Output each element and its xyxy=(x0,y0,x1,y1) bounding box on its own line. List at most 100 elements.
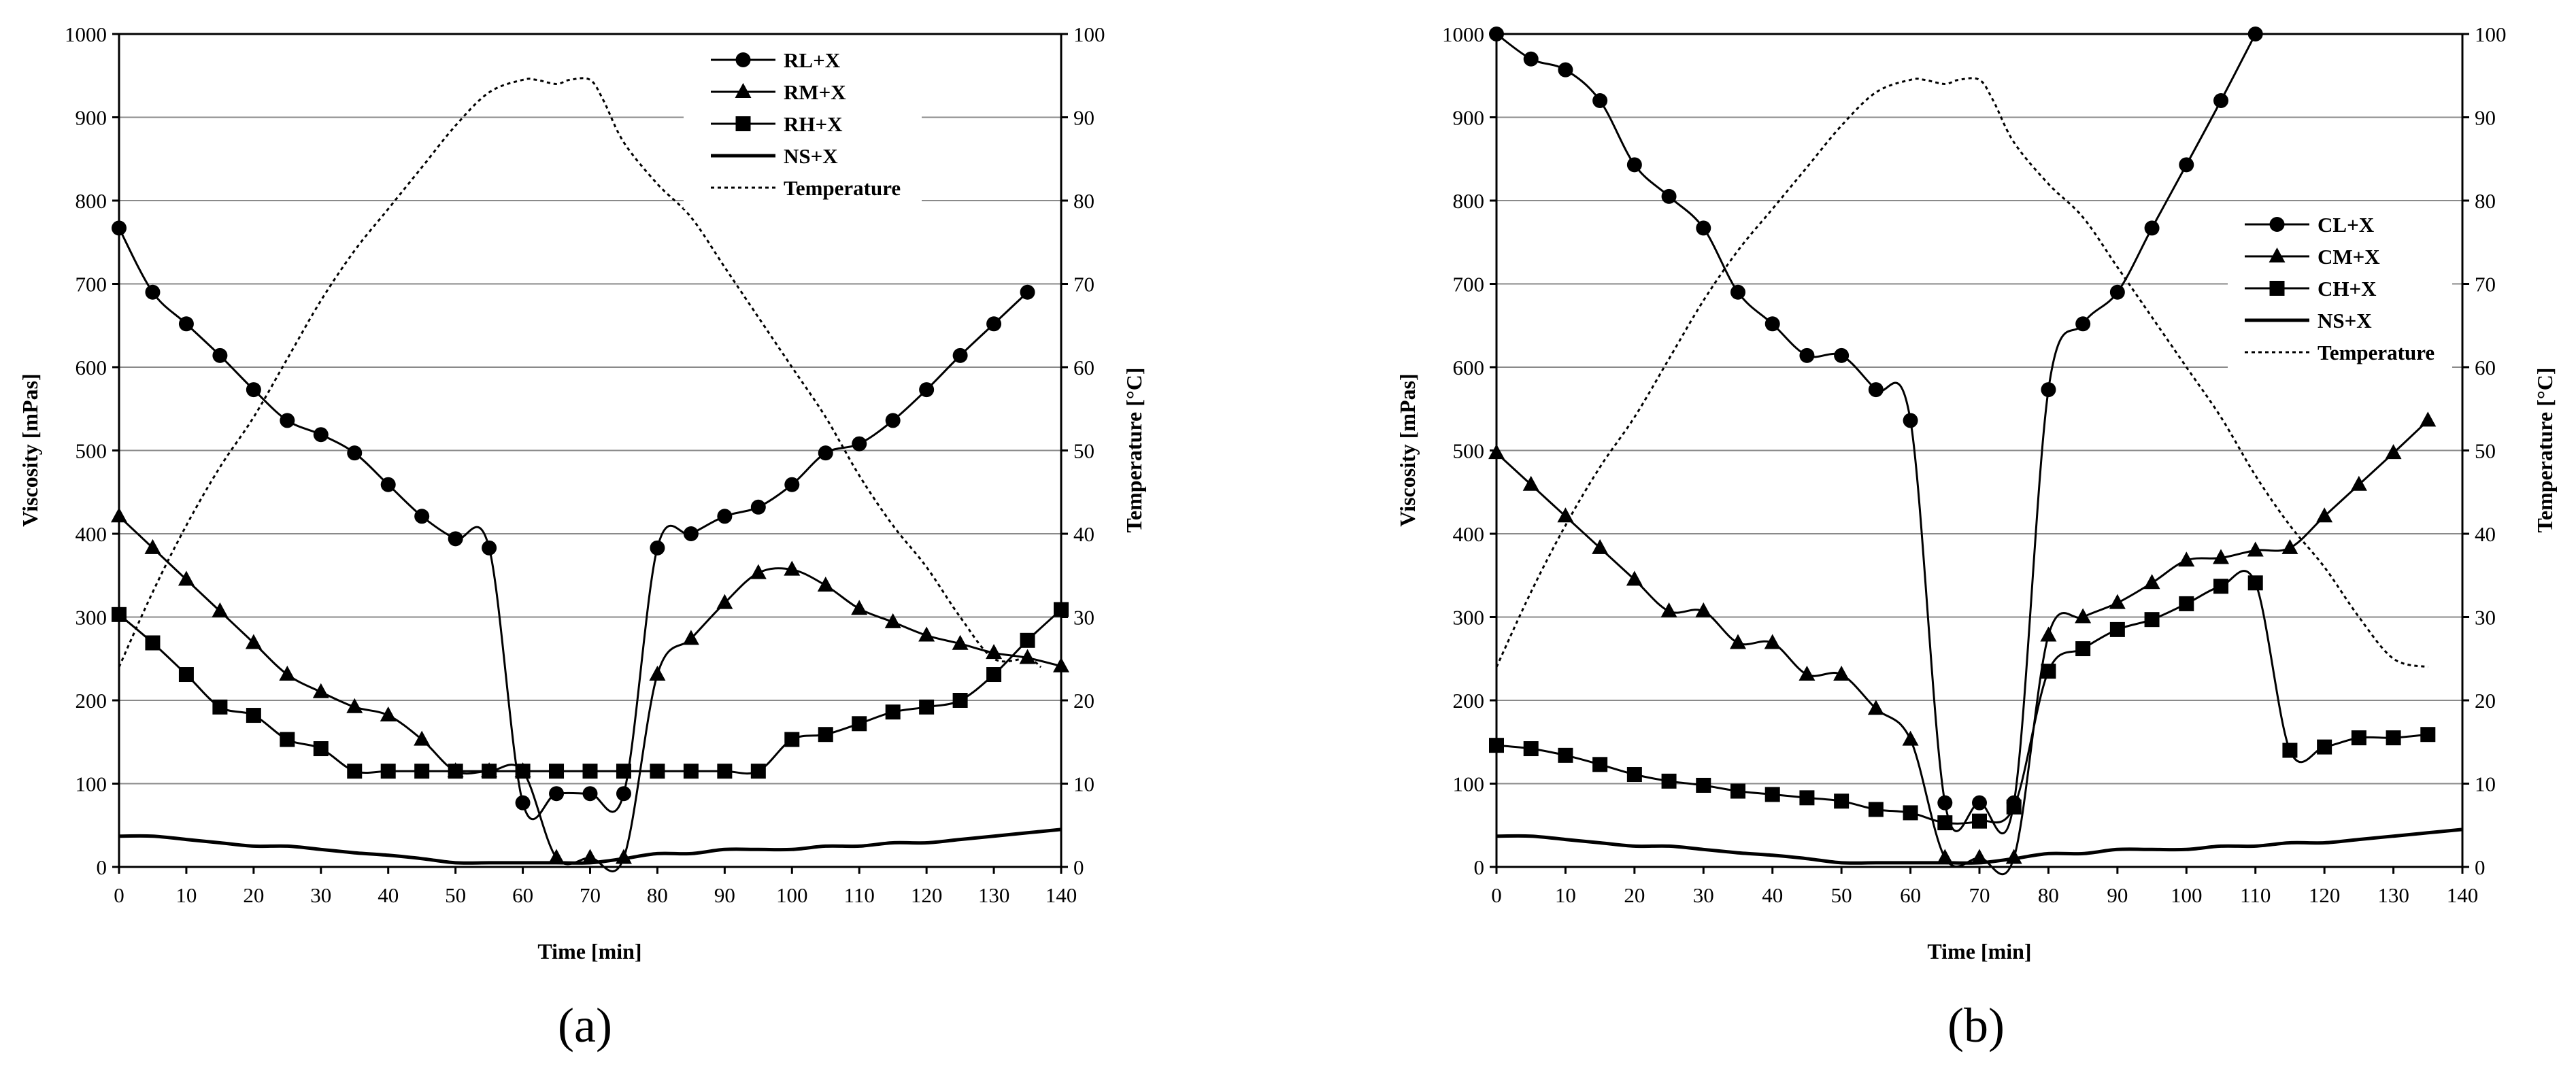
panel-a-series-rm-x xyxy=(111,507,1069,872)
panel-b-y-tick-label-300: 300 xyxy=(1453,606,1485,630)
panel-b-series-ch-x-point-80 xyxy=(2041,664,2056,679)
panel-a-x-tick-label-80: 80 xyxy=(647,883,668,907)
panel-a-x-tick-label-120: 120 xyxy=(911,883,943,907)
panel-a-x-tick-label-140: 140 xyxy=(1046,883,1077,907)
panel-a-series-rh-x-point-25 xyxy=(280,732,295,747)
panel-b-y2-tick-label-70: 70 xyxy=(2475,273,2496,296)
panel-b-series-ch-x-point-105 xyxy=(2213,579,2228,594)
panel-a-series-rl-x-line xyxy=(118,227,1028,821)
panel-b-series-ch-x-point-100 xyxy=(2179,596,2194,611)
panel-a-series-rm-x-point-85 xyxy=(682,630,699,645)
panel-a-series-rm-x-point-35 xyxy=(346,698,363,713)
panel-b-series-cm-x-point-120 xyxy=(2316,507,2333,523)
panel-b-legend-marker-ch-x xyxy=(2269,281,2285,296)
panel-a-series-rh-x-point-110 xyxy=(852,716,867,732)
panel-b-series-ch-x-point-70 xyxy=(1972,813,1987,829)
panel-a-series-rh-x-point-105 xyxy=(818,727,833,743)
panel-b-series-ch-x-point-135 xyxy=(2420,727,2436,743)
panel-a-series-rh-x-point-100 xyxy=(784,732,800,747)
panel-b-x-tick-label-40: 40 xyxy=(1762,883,1783,907)
panel-a-x-tick-label-10: 10 xyxy=(175,883,197,907)
panel-a-x-tick-label-100: 100 xyxy=(776,883,808,907)
panel-b-series-cm-x-point-80 xyxy=(2040,626,2057,642)
panel-a-series-rm-x-point-45 xyxy=(414,730,431,746)
panel-b-y-tick-label-800: 800 xyxy=(1453,189,1485,213)
panel-b-series-ch-x-point-35 xyxy=(1730,783,1745,799)
panel-a-series-rm-x-point-95 xyxy=(750,564,767,579)
panel-b-y-tick-label-1000: 1000 xyxy=(1442,22,1484,46)
panel-a-series-ns-x-line xyxy=(118,827,1062,865)
panel-a-y2-tick-label-50: 50 xyxy=(1073,439,1094,463)
panel-a-ticks: 0100200300400500600700800900100001020304… xyxy=(65,22,1105,907)
panel-a-series-rm-x-point-120 xyxy=(918,626,935,642)
panel-a-series-rh-x-point-95 xyxy=(750,764,766,779)
panel-a-series-rh-x-point-75 xyxy=(616,764,631,779)
panel-a-y-tick-label-1000: 1000 xyxy=(65,22,107,46)
panel-a-series-rl-x xyxy=(112,220,1035,821)
panel-b-legend: CL+X CM+X CH+X NS+X Temperature xyxy=(2228,207,2452,374)
panel-a-series-rh-x-point-50 xyxy=(448,764,463,779)
panel-a-x-tick-label-90: 90 xyxy=(714,883,735,907)
panel-a-series-rh-x-point-0 xyxy=(112,607,127,622)
panel-b-y2-tick-label-20: 20 xyxy=(2475,689,2496,713)
panel-b-series-ch-x-point-85 xyxy=(2075,641,2091,657)
panel-b-y-tick-label-900: 900 xyxy=(1453,106,1485,130)
panel-b-series-cl-x-point-80 xyxy=(2041,382,2056,398)
panel-a-series-rh-x-point-60 xyxy=(515,764,531,779)
panel-a-series-temperature xyxy=(118,77,1042,668)
panel-a-series-rh-x-point-20 xyxy=(246,708,261,723)
panel-a-series-rh-x-point-55 xyxy=(482,764,497,779)
panel-b-y2-axis-label: Temperature [°C] xyxy=(2532,368,2557,533)
panel-b-y-tick-label-0: 0 xyxy=(1474,855,1485,879)
panel-a-series-rh-x-line xyxy=(118,609,1063,775)
panel-a-series-rl-x-point-100 xyxy=(784,477,800,492)
panel-b-series-cl-x-point-25 xyxy=(1661,188,1677,204)
panel-b-y2-tick-label-60: 60 xyxy=(2475,356,2496,379)
panel-a-series-rm-x-point-65 xyxy=(548,849,565,864)
panel-b-y2-tick-label-50: 50 xyxy=(2475,439,2496,463)
panel-b-series-cl-x-point-90 xyxy=(2109,284,2125,300)
panel-a-series-rh-x-point-45 xyxy=(414,764,430,779)
panel-b-y2-tick-label-40: 40 xyxy=(2475,522,2496,546)
panel-a-series-rl-x-point-95 xyxy=(750,499,766,515)
panel-a-legend-marker-rh-x xyxy=(735,116,751,131)
panel-b-series-cm-x-point-20 xyxy=(1626,570,1643,586)
panel-a-series xyxy=(111,77,1069,872)
panel-a-series-rl-x-point-110 xyxy=(852,436,867,451)
panel-a-y-tick-label-600: 600 xyxy=(76,356,107,379)
panel-a-series-rh-x-point-135 xyxy=(1020,632,1035,648)
panel-b-y2-tick-label-100: 100 xyxy=(2475,22,2507,46)
panel-a-y2-tick-label-30: 30 xyxy=(1073,606,1094,630)
panel-a-series-rl-x-point-35 xyxy=(347,445,363,461)
panel-b-series-cm-x-line xyxy=(1495,420,2429,876)
panel-b-series-ch-x-point-55 xyxy=(1868,802,1884,817)
panel-b-series-cl-x-point-110 xyxy=(2247,27,2263,41)
panel-b-series-cl-x-point-95 xyxy=(2144,220,2160,236)
panel-b-series-ch-x-point-25 xyxy=(1661,773,1677,789)
panel-b-series-cm-x-point-45 xyxy=(1799,666,1816,681)
panel-a-y-tick-label-0: 0 xyxy=(97,855,107,879)
panel-a-y2-tick-label-0: 0 xyxy=(1073,855,1084,879)
panel-a-series-rl-x-point-15 xyxy=(212,347,228,363)
panel-a-series-rl-x-point-30 xyxy=(313,427,329,443)
panel-a-legend: RL+X RM+X RH+X NS+X Temperature xyxy=(684,42,922,209)
panel-b-y2-tick-label-0: 0 xyxy=(2475,855,2486,879)
panel-a-series-rl-x-point-40 xyxy=(380,477,396,492)
panel-b-series-cm-x-point-15 xyxy=(1592,539,1609,554)
panel-a-y2-tick-label-70: 70 xyxy=(1073,273,1094,296)
panel-a-series-rm-x-point-80 xyxy=(649,666,666,681)
panel-a-series-rh-x-point-80 xyxy=(650,764,665,779)
panel-b-x-tick-label-100: 100 xyxy=(2171,883,2203,907)
panel-a-series-rl-x-point-120 xyxy=(919,382,935,398)
panel-a-series-rh-x-point-120 xyxy=(919,699,935,715)
panel-b-series-cm-x xyxy=(1488,411,2437,876)
panel-b-series-cm-x-point-70 xyxy=(1971,849,1988,864)
panel-a-grid xyxy=(119,116,1061,785)
panel-a-legend-label-rh-x: RH+X xyxy=(784,112,843,136)
panel-b-legend-box xyxy=(2228,207,2452,374)
panel-b-series-cm-x-point-55 xyxy=(1867,700,1884,715)
panel-a-y2-tick-label-90: 90 xyxy=(1073,106,1094,130)
panel-a-series-rm-x-point-125 xyxy=(952,634,969,650)
panel-b-x-tick-label-10: 10 xyxy=(1555,883,1576,907)
panel-b-series-ch-x-point-40 xyxy=(1764,787,1780,802)
